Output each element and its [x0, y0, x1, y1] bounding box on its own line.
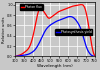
- X-axis label: Wavelength (nm): Wavelength (nm): [37, 64, 73, 68]
- Y-axis label: Relative units: Relative units: [2, 16, 6, 42]
- Legend: Photosynthesis yield: Photosynthesis yield: [55, 29, 92, 35]
